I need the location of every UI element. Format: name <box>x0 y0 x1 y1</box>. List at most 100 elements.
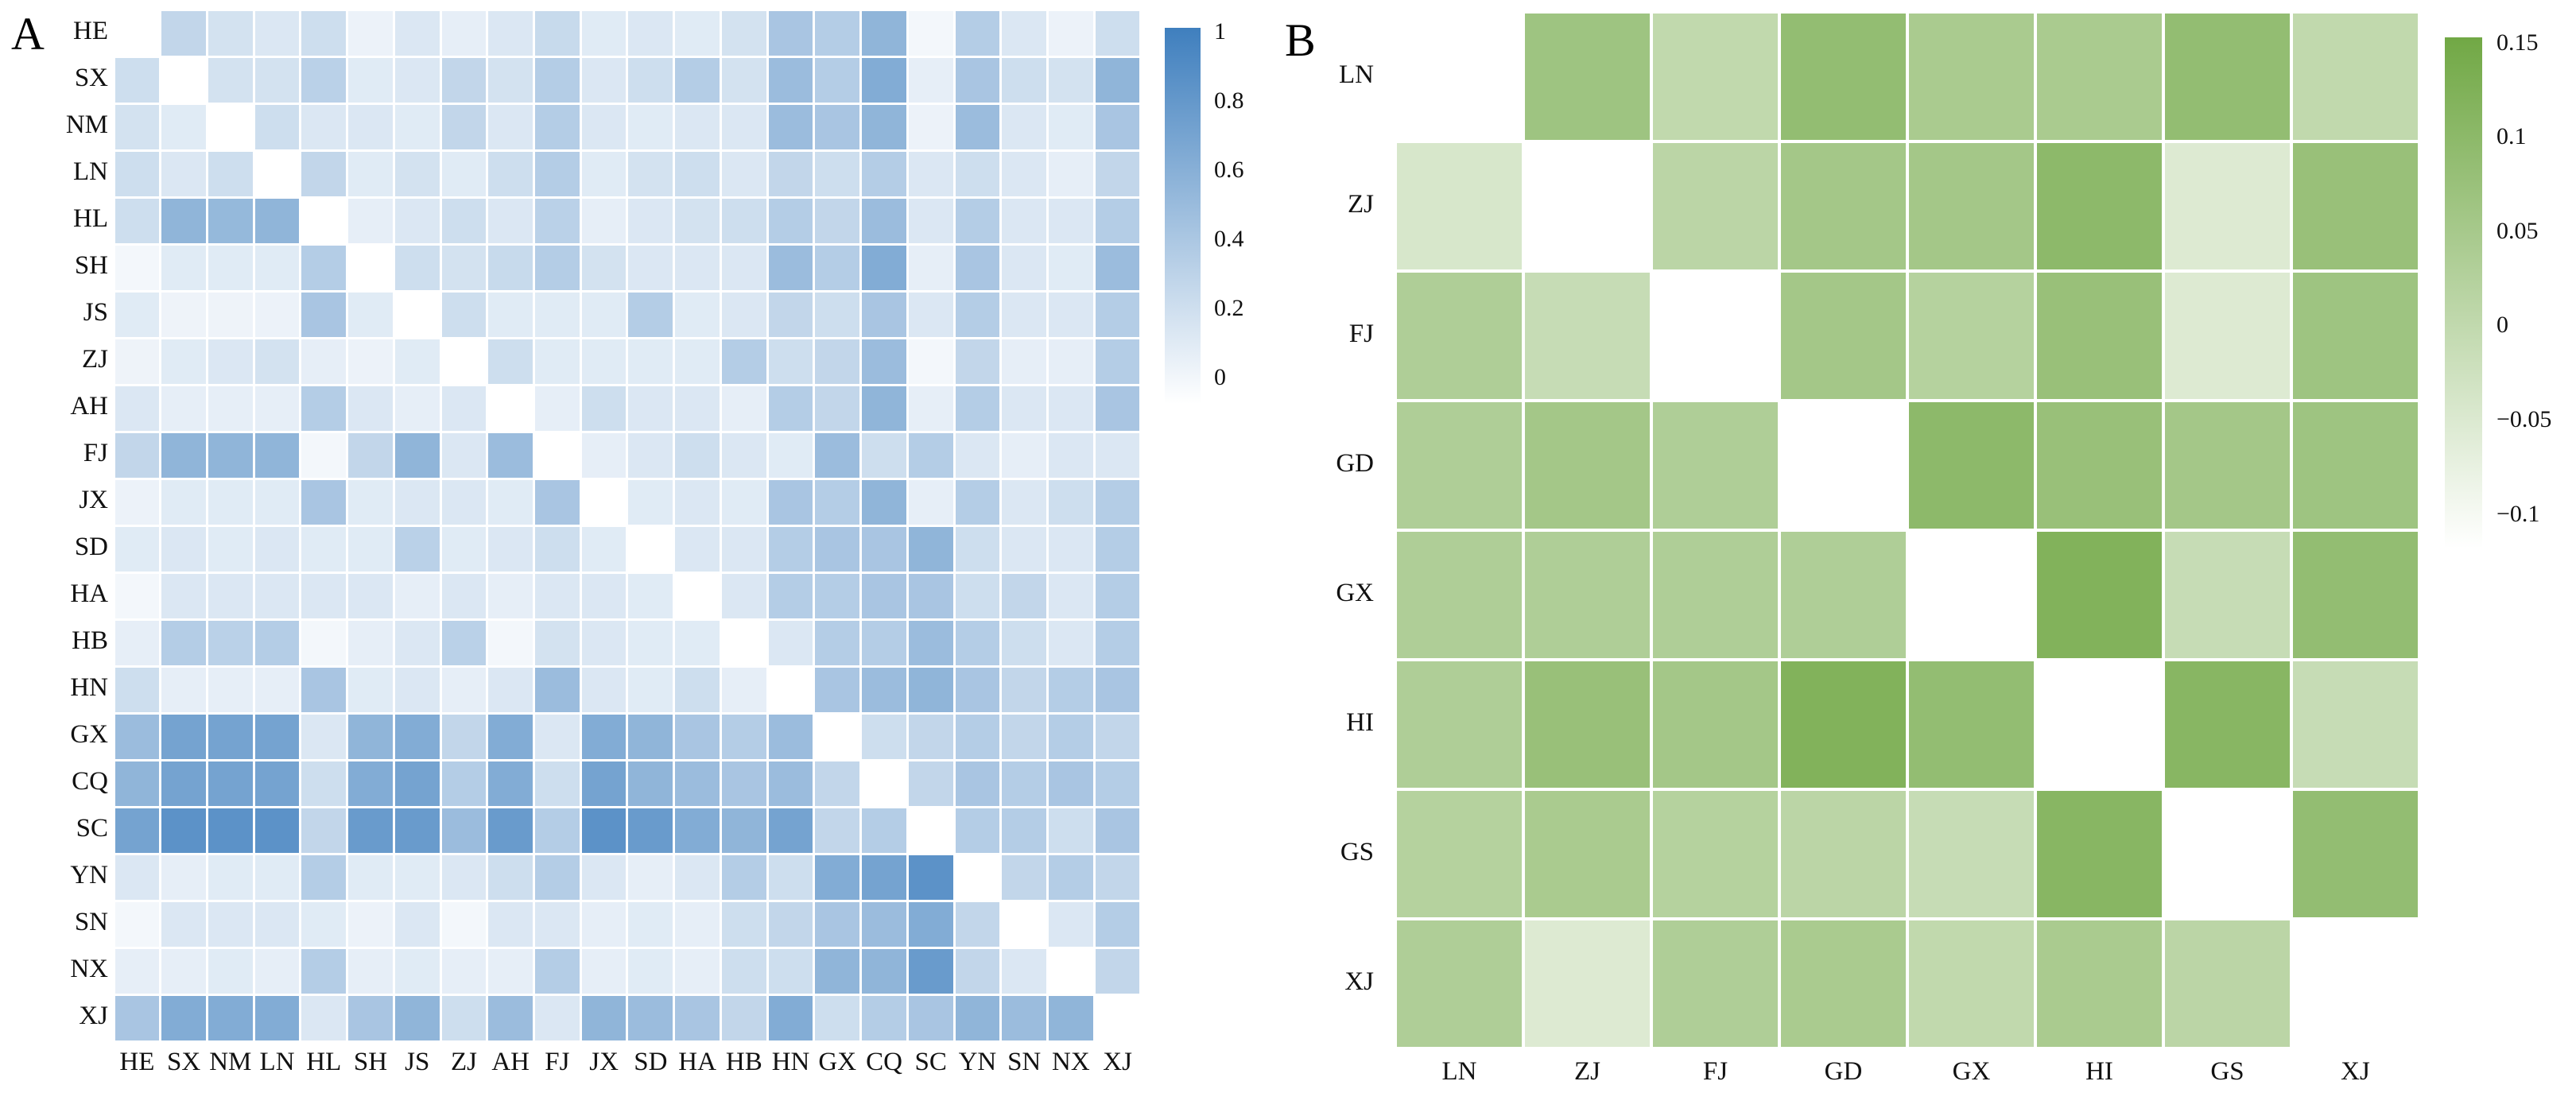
colorbar-tick-label: 0.8 <box>1214 87 1244 114</box>
row-label: XJ <box>1344 967 1374 997</box>
heatmap-cell <box>488 620 533 665</box>
heatmap-cell <box>815 245 860 290</box>
heatmap-cell <box>1049 526 1093 572</box>
heatmap-cell <box>1653 791 1778 917</box>
heatmap-cell <box>254 620 300 665</box>
heatmap-cell <box>254 479 300 525</box>
heatmap-cell <box>862 667 906 712</box>
heatmap-cell <box>1525 661 1650 788</box>
heatmap-cell <box>254 198 300 243</box>
heatmap-cell <box>114 292 160 337</box>
heatmap-cell <box>1049 667 1093 712</box>
heatmap-cell <box>581 151 627 196</box>
heatmap-cell <box>955 995 1000 1040</box>
heatmap-cell <box>1781 273 1906 399</box>
heatmap-cell <box>815 995 860 1040</box>
row-label: JS <box>83 298 108 327</box>
heatmap-cell <box>535 901 580 947</box>
heatmap-cell <box>815 667 860 712</box>
heatmap-cell <box>535 104 580 149</box>
heatmap-cell <box>254 667 300 712</box>
heatmap-cell <box>1002 479 1047 525</box>
heatmap-cell <box>2293 14 2418 140</box>
col-label: HA <box>678 1048 716 1076</box>
heatmap-cell <box>208 714 253 759</box>
heatmap-cell <box>675 948 720 994</box>
heatmap-cell <box>955 667 1000 712</box>
heatmap-cell <box>161 151 206 196</box>
heatmap-cell <box>348 10 393 56</box>
heatmap-cell <box>862 292 906 337</box>
heatmap-cell <box>348 901 393 947</box>
heatmap-cell <box>394 104 440 149</box>
heatmap-cell <box>862 854 906 900</box>
heatmap-cell <box>348 479 393 525</box>
heatmap-cell <box>1653 143 1778 269</box>
heatmap-cell <box>114 948 160 994</box>
heatmap-cell <box>815 808 860 853</box>
heatmap-cell <box>348 57 393 103</box>
heatmap-cell <box>1002 292 1047 337</box>
heatmap-cell <box>301 667 347 712</box>
heatmap-cell <box>675 57 720 103</box>
heatmap-cell <box>488 854 533 900</box>
heatmap-cell <box>535 386 580 431</box>
heatmap-cell <box>2165 920 2290 1047</box>
heatmap-cell <box>1397 920 1522 1047</box>
row-label: HE <box>73 17 108 46</box>
heatmap-cell <box>348 948 393 994</box>
heatmap-cell <box>862 339 906 384</box>
heatmap-cell <box>208 339 253 384</box>
row-label: ZJ <box>1348 190 1374 219</box>
heatmap-cell <box>955 620 1000 665</box>
heatmap-cell <box>535 151 580 196</box>
heatmap-cell <box>1095 432 1140 478</box>
heatmap-cell <box>1095 151 1140 196</box>
heatmap-cell <box>1095 479 1140 525</box>
heatmap-cell <box>114 854 160 900</box>
heatmap-cell <box>208 620 253 665</box>
heatmap-cell <box>2037 791 2162 917</box>
heatmap-cell <box>628 198 673 243</box>
heatmap-cell <box>394 995 440 1040</box>
heatmap-cell <box>1002 808 1047 853</box>
row-label: GD <box>1336 449 1374 479</box>
heatmap-cell <box>581 292 627 337</box>
heatmap-cell <box>1781 143 1906 269</box>
heatmap-cell <box>815 339 860 384</box>
row-label: LN <box>1339 60 1374 90</box>
heatmap-cell <box>1002 386 1047 431</box>
row-label: AH <box>70 392 108 421</box>
heatmap-cell <box>208 151 253 196</box>
heatmap-cell <box>114 901 160 947</box>
heatmap-cell <box>721 948 766 994</box>
heatmap-cell <box>348 761 393 806</box>
heatmap-cell <box>441 620 487 665</box>
heatmap-cell <box>815 526 860 572</box>
heatmap-cell <box>675 995 720 1040</box>
heatmap-cell <box>768 104 813 149</box>
heatmap-cell <box>161 10 206 56</box>
heatmap-cell <box>348 573 393 618</box>
heatmap-cell <box>1095 854 1140 900</box>
heatmap-cell <box>628 948 673 994</box>
heatmap-cell <box>1002 57 1047 103</box>
heatmap-cell <box>581 573 627 618</box>
heatmap-cell <box>348 854 393 900</box>
heatmap-cell <box>768 386 813 431</box>
heatmap-cell <box>2037 920 2162 1047</box>
heatmap-cell <box>2293 791 2418 917</box>
heatmap-cell <box>1397 532 1522 658</box>
heatmap-cell <box>1095 667 1140 712</box>
heatmap-cell <box>908 198 953 243</box>
heatmap-cell <box>535 292 580 337</box>
colorbar-tick-label: 0 <box>2496 312 2508 339</box>
heatmap-cell <box>815 620 860 665</box>
heatmap-cell <box>1049 10 1093 56</box>
heatmap-cell <box>581 245 627 290</box>
heatmap-cell <box>394 854 440 900</box>
heatmap-cell <box>394 151 440 196</box>
heatmap-cell <box>1653 661 1778 788</box>
heatmap-cell <box>721 198 766 243</box>
heatmap-cell <box>768 620 813 665</box>
